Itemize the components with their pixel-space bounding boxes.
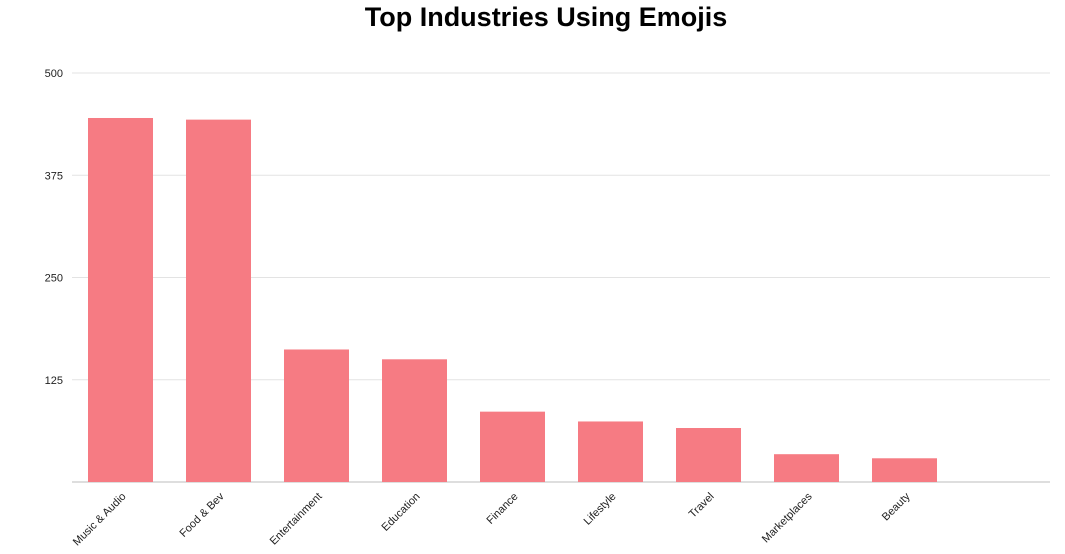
bar — [676, 428, 741, 482]
bar — [186, 119, 251, 482]
bar — [774, 454, 839, 482]
x-tick-label: Food & Bev — [177, 490, 226, 539]
y-tick-label: 500 — [45, 68, 63, 80]
y-tick-label: 375 — [45, 170, 63, 182]
x-tick-label: Education — [380, 491, 423, 534]
bar — [382, 359, 447, 482]
bar — [578, 421, 643, 482]
bar — [88, 117, 153, 483]
y-tick-label: 250 — [45, 273, 63, 285]
chart-title: Top Industries Using Emojis — [364, 2, 728, 32]
x-tick-label: Music & Audio — [71, 491, 129, 549]
x-tick-label: Entertainment — [268, 491, 325, 548]
x-tick-label: Lifestyle — [582, 491, 619, 528]
x-tick-label: Finance — [484, 491, 520, 527]
x-tick-label: Marketplaces — [760, 490, 815, 545]
bar — [284, 349, 349, 482]
x-tick-label: Beauty — [880, 490, 913, 523]
x-tick-label: Travel — [687, 491, 717, 521]
y-tick-label: 125 — [45, 375, 63, 387]
bar — [480, 411, 545, 482]
bar — [872, 458, 937, 482]
